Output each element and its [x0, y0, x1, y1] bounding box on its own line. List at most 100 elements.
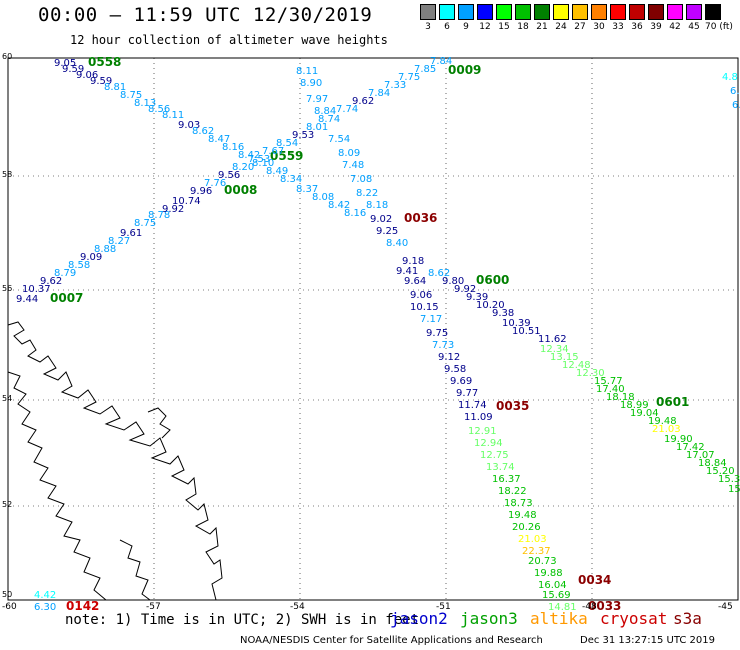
legend-label: 12 — [479, 22, 491, 32]
wave-height-label: 19.48 — [648, 416, 677, 427]
legend-swatch — [610, 4, 626, 20]
wave-height-label: 7.76 — [204, 178, 226, 189]
wave-height-label: 9.64 — [404, 276, 426, 287]
wave-height-label: 8.18 — [366, 200, 388, 211]
pass-time-label: 0142 — [66, 599, 99, 613]
wave-height-label: 9.75 — [426, 328, 448, 339]
lat-tick-54: 54 — [2, 394, 13, 403]
wave-height-label: 7.53 — [248, 154, 270, 165]
pass-time-label: 0600 — [476, 273, 509, 287]
wave-height-label: 7.97 — [306, 94, 328, 105]
wave-height-label: 17.42 — [676, 442, 705, 453]
pass-time-label: 0033 — [588, 599, 621, 613]
sat-jason3-label: jason3 — [460, 609, 518, 628]
lat-tick-58: 58 — [2, 170, 13, 179]
wave-height-label: 18.22 — [498, 486, 527, 497]
legend-label: 18 — [517, 22, 529, 32]
wave-height-label: 18.73 — [504, 498, 533, 509]
wave-height-label: 8.40 — [386, 238, 408, 249]
wave-height-label: 10.74 — [172, 196, 201, 207]
lat-tick-60: 60 — [2, 52, 13, 61]
wave-height-label: 18.99 — [620, 400, 649, 411]
wave-height-label: 7.08 — [350, 174, 372, 185]
wave-height-label: 12.94 — [474, 438, 503, 449]
legend-swatch — [591, 4, 607, 20]
pass-time-label: 0034 — [578, 573, 611, 587]
sat-cryosat-label: cryosat — [600, 609, 668, 628]
wave-height-label: 10.15 — [410, 302, 439, 313]
legend-label: 6 — [444, 22, 450, 32]
wave-height-label: 8.16 — [344, 208, 366, 219]
observation-layer: 9.059.599.069.598.818.758.138.568.119.03… — [16, 55, 740, 613]
wave-height-label: 9.56 — [218, 170, 240, 181]
legend-swatch — [686, 4, 702, 20]
wave-height-label: 8.11 — [296, 66, 318, 77]
legend-label: 15 — [498, 22, 510, 32]
map-frame — [7, 57, 739, 601]
lon-tick-minus54: -54 — [290, 602, 305, 612]
wave-height-label: 7.75 — [398, 72, 420, 83]
wave-height-label: 8.58 — [68, 260, 90, 271]
wave-height-label: 4.42 — [34, 590, 56, 601]
wave-height-label: 16.37 — [492, 474, 521, 485]
wave-height-label: 15.33 — [718, 474, 740, 485]
wave-height-label: 8.90 — [300, 78, 322, 89]
lon-tick-minus51: -51 — [436, 602, 451, 612]
legend-label: 21 — [536, 22, 548, 32]
wave-height-label: 15.69 — [542, 590, 571, 601]
lat-tick-50: 50 — [2, 590, 13, 599]
legend-label: 45 — [688, 22, 700, 32]
legend-swatch — [439, 4, 455, 20]
wave-height-label: 9.92 — [454, 284, 476, 295]
wave-height-label: 9.25 — [376, 226, 398, 237]
wave-height-label: 12.30 — [576, 368, 605, 379]
wave-height-label: 11.74 — [458, 400, 487, 411]
wave-height-label: 11.62 — [538, 334, 567, 345]
wave-height-label: 12.91 — [468, 426, 497, 437]
legend-swatch — [515, 4, 531, 20]
wave-height-label: 8.56 — [148, 104, 170, 115]
wave-height-label: 8.13 — [134, 98, 156, 109]
wave-height-label: 18.18 — [606, 392, 635, 403]
wave-height-label: 7.48 — [342, 160, 364, 171]
wave-height-label: 8.84 — [314, 106, 336, 117]
sat-altika-label: altika — [530, 609, 588, 628]
generated-timestamp: Dec 31 13:27:15 UTC 2019 — [580, 635, 715, 646]
coastline-newfoundland — [7, 321, 223, 601]
lat-tick-52: 52 — [2, 500, 13, 509]
pass-time-label: 0009 — [448, 63, 481, 77]
wave-height-label: 6.30 — [34, 602, 56, 613]
wave-height-label: 4.8 — [722, 72, 738, 83]
map-title: 00:00 – 11:59 UTC 12/30/2019 — [38, 4, 373, 26]
wave-height-label: 13.74 — [486, 462, 515, 473]
pass-time-label: 0601 — [656, 395, 689, 409]
wave-height-label: 8.75 — [120, 90, 142, 101]
wave-height-label: 9.62 — [40, 276, 62, 287]
wave-height-label: 17.40 — [596, 384, 625, 395]
wave-height-label: 9.06 — [76, 70, 98, 81]
legend-label: 24 — [555, 22, 567, 32]
wave-height-label: 6. — [730, 86, 740, 97]
pass-time-label: 0558 — [88, 55, 121, 69]
wave-height-label: 8.47 — [208, 134, 230, 145]
wave-height-label: 8.74 — [318, 114, 340, 125]
wave-height-label: 6. — [732, 100, 740, 111]
wave-height-label: 8.42 — [238, 150, 260, 161]
wave-height-label: 9.69 — [450, 376, 472, 387]
wave-height-label: 8.88 — [94, 244, 116, 255]
wave-height-label: 9.38 — [492, 308, 514, 319]
legend-label: 27 — [574, 22, 586, 32]
legend-swatch — [572, 4, 588, 20]
wave-height-label: 8.79 — [54, 268, 76, 279]
wave-height-label: 19.90 — [664, 434, 693, 445]
legend-label: 9 — [463, 22, 469, 32]
wave-height-label: 12.48 — [562, 360, 591, 371]
wave-height-label: 19.04 — [630, 408, 659, 419]
wave-height-label: 8.09 — [338, 148, 360, 159]
wave-height-label: 9.03 — [178, 120, 200, 131]
wave-height-label: 8.20 — [232, 162, 254, 173]
footer-note: note: 1) Time is in UTC; 2) SWH is in fe… — [65, 612, 420, 628]
wave-height-label: 8.22 — [356, 188, 378, 199]
wave-height-label: 18.84 — [698, 458, 727, 469]
wave-height-label: 9.18 — [402, 256, 424, 267]
